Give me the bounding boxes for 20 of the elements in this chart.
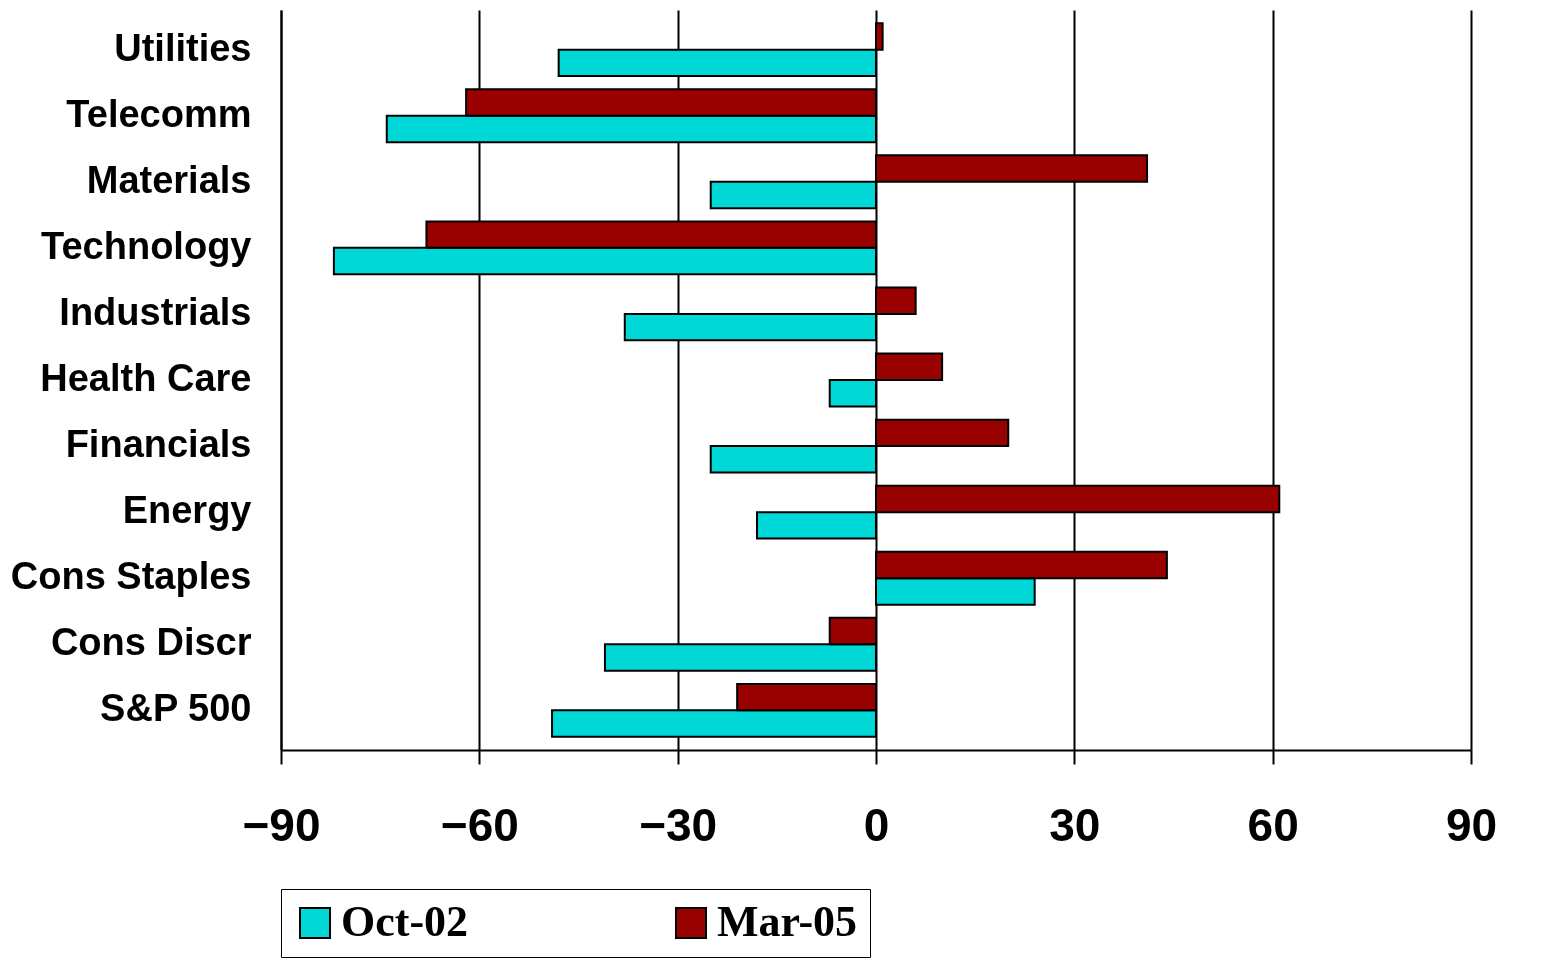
y-tick-label: Materials bbox=[86, 158, 252, 201]
x-tick-label: 30 bbox=[1049, 798, 1101, 851]
x-tick-label: −30 bbox=[639, 798, 718, 851]
y-tick-label: Energy bbox=[122, 489, 252, 532]
legend-label: Mar-05 bbox=[717, 897, 858, 946]
x-tick-label: 60 bbox=[1247, 798, 1299, 851]
y-tick-label: Cons Staples bbox=[10, 555, 252, 598]
y-tick-label: S&P 500 bbox=[100, 687, 252, 730]
y-tick-label: Telecomm bbox=[66, 92, 252, 135]
y-tick-label: Health Care bbox=[40, 357, 252, 399]
x-tick-label: 90 bbox=[1445, 798, 1498, 851]
y-tick-label: Industrials bbox=[59, 290, 252, 333]
x-tick-label: −60 bbox=[440, 798, 519, 851]
y-tick-label: Utilities bbox=[114, 26, 252, 69]
x-tick-label: −90 bbox=[242, 798, 321, 851]
x-tick-label: 0 bbox=[863, 798, 890, 851]
y-tick-label: Technology bbox=[41, 224, 252, 267]
legend-label: Oct-02 bbox=[341, 897, 469, 946]
y-tick-label: Cons Discr bbox=[50, 621, 252, 664]
y-tick-label: Financials bbox=[65, 423, 252, 466]
